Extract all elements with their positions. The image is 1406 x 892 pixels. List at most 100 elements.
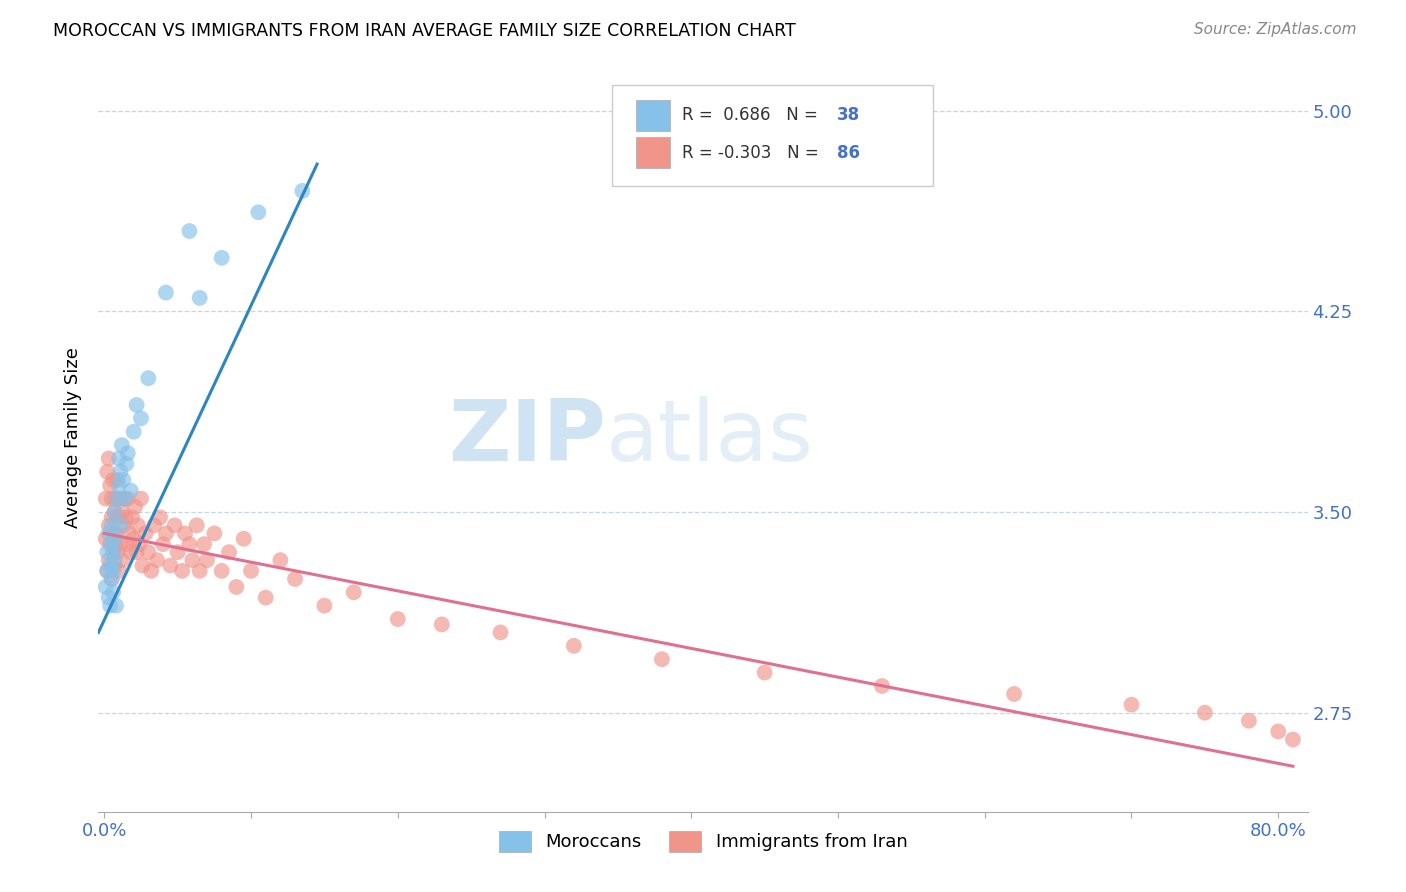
Point xyxy=(101,473,124,487)
Point xyxy=(387,612,409,626)
Point xyxy=(96,545,118,559)
Point xyxy=(107,491,129,506)
Point xyxy=(170,564,193,578)
Point xyxy=(186,518,208,533)
Point xyxy=(97,591,120,605)
Point xyxy=(111,438,134,452)
Point xyxy=(103,505,125,519)
Point xyxy=(107,545,129,559)
Point xyxy=(103,505,125,519)
Point xyxy=(179,224,201,238)
Point xyxy=(218,545,240,559)
Point xyxy=(112,518,135,533)
Text: 38: 38 xyxy=(837,106,860,125)
Point xyxy=(136,545,159,559)
Point xyxy=(128,537,150,551)
Point xyxy=(110,518,132,533)
Point xyxy=(211,564,233,578)
Y-axis label: Average Family Size: Average Family Size xyxy=(65,347,83,527)
Point xyxy=(247,205,270,219)
Point xyxy=(114,491,136,506)
Point xyxy=(98,558,121,573)
Point xyxy=(100,572,122,586)
Point xyxy=(1282,732,1305,747)
Point xyxy=(118,526,141,541)
Point xyxy=(97,526,120,541)
Point xyxy=(101,545,124,559)
Point xyxy=(101,585,124,599)
Point xyxy=(100,537,122,551)
Point xyxy=(193,537,215,551)
Point xyxy=(122,532,145,546)
Point xyxy=(149,510,172,524)
Point xyxy=(100,510,122,524)
Point xyxy=(101,545,124,559)
Point xyxy=(136,371,159,385)
Text: 86: 86 xyxy=(837,144,860,161)
Point xyxy=(115,510,138,524)
Point xyxy=(105,599,128,613)
Point xyxy=(129,491,152,506)
Point xyxy=(240,564,263,578)
Point xyxy=(1267,724,1289,739)
Point xyxy=(115,537,138,551)
Point xyxy=(202,526,225,541)
Point xyxy=(98,599,121,613)
Point xyxy=(120,545,142,559)
Point xyxy=(232,532,254,546)
Point xyxy=(108,478,131,492)
Point xyxy=(98,478,121,492)
Point xyxy=(179,537,201,551)
Point xyxy=(114,491,136,506)
Point xyxy=(163,518,186,533)
Legend: Moroccans, Immigrants from Iran: Moroccans, Immigrants from Iran xyxy=(491,823,915,859)
Point xyxy=(651,652,673,666)
Point xyxy=(188,291,211,305)
Point xyxy=(100,518,122,533)
Point xyxy=(108,451,131,466)
Point xyxy=(110,491,132,506)
Point xyxy=(1237,714,1260,728)
Point xyxy=(155,526,177,541)
Point xyxy=(120,483,142,498)
Point xyxy=(100,491,122,506)
Point xyxy=(430,617,453,632)
Point xyxy=(188,564,211,578)
Point xyxy=(127,518,149,533)
Point xyxy=(141,564,163,578)
Point xyxy=(108,564,131,578)
Point xyxy=(143,518,166,533)
Point xyxy=(314,599,336,613)
Point xyxy=(291,184,314,198)
Point xyxy=(489,625,512,640)
Point xyxy=(269,553,291,567)
Point xyxy=(562,639,585,653)
Point xyxy=(134,526,156,541)
Point xyxy=(112,473,135,487)
Point xyxy=(103,553,125,567)
FancyBboxPatch shape xyxy=(613,85,932,186)
Point xyxy=(124,500,146,514)
Point xyxy=(110,537,132,551)
Point xyxy=(125,545,148,559)
Point xyxy=(94,491,117,506)
Point xyxy=(108,510,131,524)
Point xyxy=(101,526,124,541)
Point xyxy=(103,537,125,551)
Text: MOROCCAN VS IMMIGRANTS FROM IRAN AVERAGE FAMILY SIZE CORRELATION CHART: MOROCCAN VS IMMIGRANTS FROM IRAN AVERAGE… xyxy=(53,22,796,40)
Point xyxy=(117,491,139,506)
Point xyxy=(105,491,128,506)
Text: R = -0.303   N =: R = -0.303 N = xyxy=(682,144,824,161)
Point xyxy=(103,558,125,573)
Point xyxy=(146,553,169,567)
Point xyxy=(125,398,148,412)
Point xyxy=(152,537,174,551)
Point xyxy=(97,553,120,567)
Point xyxy=(155,285,177,300)
Point xyxy=(105,526,128,541)
Point xyxy=(1194,706,1216,720)
Point xyxy=(181,553,204,567)
Point xyxy=(96,465,118,479)
Point xyxy=(343,585,366,599)
Point xyxy=(111,505,134,519)
